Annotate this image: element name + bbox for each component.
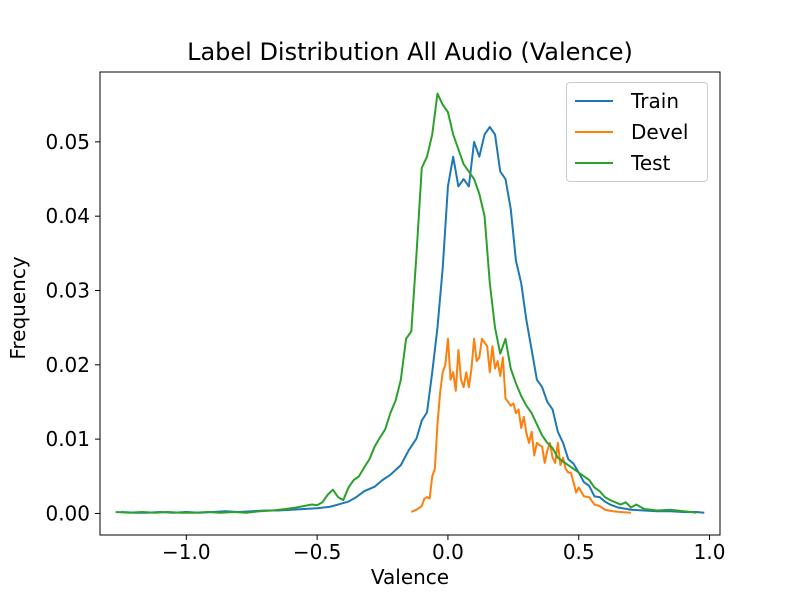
- legend-label-test: Test: [631, 151, 671, 175]
- plot-frame: [99, 71, 721, 536]
- series-line-test: [115, 92, 697, 514]
- legend-item-test: Test: [575, 151, 670, 175]
- axis-ticks: −1.0 −0.5 0.0 0.5 1.0 0.00 0.01 0.02 0.03 0.04 0.0…: [45, 130, 725, 564]
- legend-swatch-train: [575, 100, 613, 102]
- x-tick-label: 0.5: [563, 540, 595, 564]
- x-tick-label: −1.0: [162, 540, 211, 564]
- chart-title: Label Distribution All Audio (Valence): [187, 38, 633, 66]
- series-lines: [115, 92, 705, 514]
- y-tick-label: 0.00: [45, 501, 90, 525]
- y-tick-label: 0.01: [45, 427, 90, 451]
- x-tick-label: 0.0: [432, 540, 464, 564]
- x-tick-label: −0.5: [293, 540, 342, 564]
- series-line-devel: [410, 337, 632, 514]
- y-tick-label: 0.05: [45, 130, 90, 154]
- y-tick-label: 0.02: [45, 353, 90, 377]
- legend-label-devel: Devel: [631, 120, 689, 144]
- y-tick-label: 0.04: [45, 204, 90, 228]
- legend-item-devel: Devel: [575, 120, 688, 144]
- legend-swatch-devel: [575, 131, 613, 133]
- legend-label-train: Train: [631, 89, 679, 113]
- y-tick-label: 0.03: [45, 278, 90, 302]
- x-axis-label: Valence: [370, 565, 450, 589]
- legend-item-train: Train: [575, 89, 679, 113]
- y-axis-label: Frequency: [6, 256, 30, 360]
- x-tick-label: 1.0: [694, 540, 726, 564]
- legend: Train Devel Test: [566, 82, 708, 182]
- legend-swatch-test: [575, 162, 613, 164]
